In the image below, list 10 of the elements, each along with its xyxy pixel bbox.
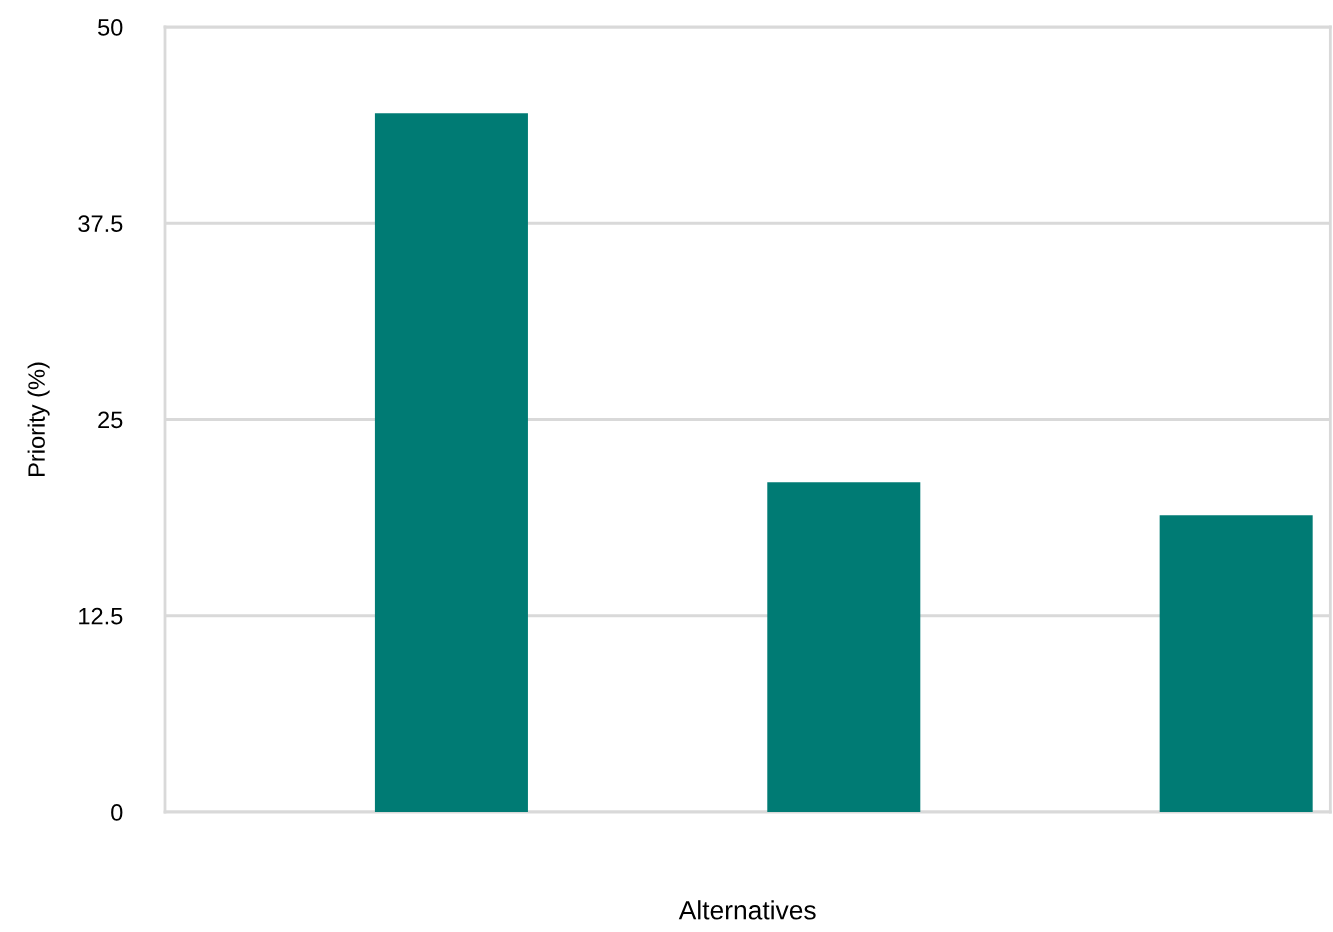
y-axis-title: Priority (%) [27, 362, 50, 476]
y-tick-label: 12.5 [79, 607, 123, 625]
y-tick-label: 37.5 [78, 215, 123, 233]
y-tick-label: 50 [98, 19, 123, 36]
y-tick-label: 25 [98, 411, 123, 429]
bar [1159, 515, 1313, 812]
bar [767, 482, 921, 812]
y-tick-label: 0 [111, 804, 123, 821]
bar [374, 113, 528, 812]
x-axis-title: Alternatives [678, 900, 816, 920]
